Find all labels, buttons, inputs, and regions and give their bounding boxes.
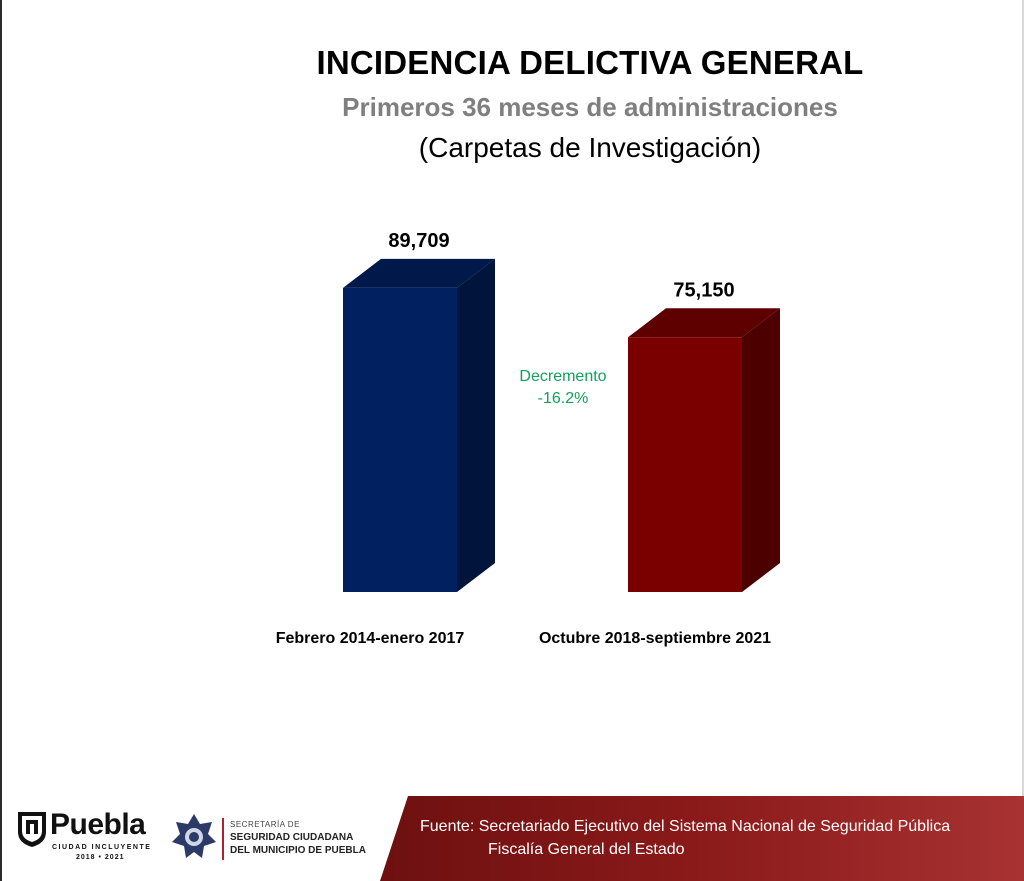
- value-label-2: 75,150: [673, 279, 734, 301]
- bar-1: [343, 287, 457, 592]
- footer-band: [380, 796, 1024, 881]
- footer: Puebla CIUDAD INCLUYENTE 2018 • 2021 SEC…: [0, 796, 1024, 881]
- ssc-line-3: DEL MUNICIPIO DE PUEBLA: [230, 845, 366, 856]
- bar-top-2: [628, 308, 780, 338]
- bars-group: 89,709 Febrero 2014-enero 2017 75,150 Octub…: [276, 230, 780, 647]
- annotation-value: -16.2%: [537, 390, 589, 407]
- change-annotation: Decremento -16.2%: [500, 366, 626, 410]
- value-label-1: 89,709: [388, 230, 449, 252]
- source-line-2: Fiscalía General del Estado: [488, 841, 685, 858]
- puebla-wordmark: Puebla: [50, 808, 146, 841]
- frame-right-border: [1022, 0, 1024, 881]
- ssc-line-1: SECRETARÍA DE: [230, 820, 300, 829]
- bar-2: [628, 337, 742, 592]
- bar-chart: 89,709 Febrero 2014-enero 2017 75,150 Octub…: [276, 230, 780, 647]
- frame-left-border: [0, 0, 2, 881]
- puebla-logo: Puebla CIUDAD INCLUYENTE 2018 • 2021: [16, 808, 156, 868]
- annotation-label: Decremento: [519, 368, 607, 385]
- source-line-1: Fuente: Secretariado Ejecutivo del Siste…: [420, 818, 951, 835]
- category-label-1: Febrero 2014-enero 2017: [276, 630, 465, 647]
- ssc-divider: [222, 818, 224, 860]
- bar-side-1: [457, 258, 495, 592]
- ssc-line-2: SEGURIDAD CIUDADANA: [230, 832, 354, 843]
- category-label-2: Octubre 2018-septiembre 2021: [539, 630, 771, 647]
- puebla-years: 2018 • 2021: [76, 854, 125, 861]
- chart-subtitle-secondary: (Carpetas de Investigación): [418, 132, 762, 163]
- police-badge-icon: [172, 814, 216, 858]
- chart-title: INCIDENCIA DELICTIVA GENERAL: [316, 44, 864, 81]
- chart-subtitle: Primeros 36 meses de administraciones: [342, 92, 838, 122]
- ssc-logo: SECRETARÍA DE SEGURIDAD CIUDADANA DEL MU…: [170, 808, 370, 868]
- shield-icon: [18, 812, 46, 847]
- bar-side-2: [742, 308, 780, 592]
- bar-top-1: [343, 258, 495, 288]
- puebla-tagline: CIUDAD INCLUYENTE: [52, 844, 152, 851]
